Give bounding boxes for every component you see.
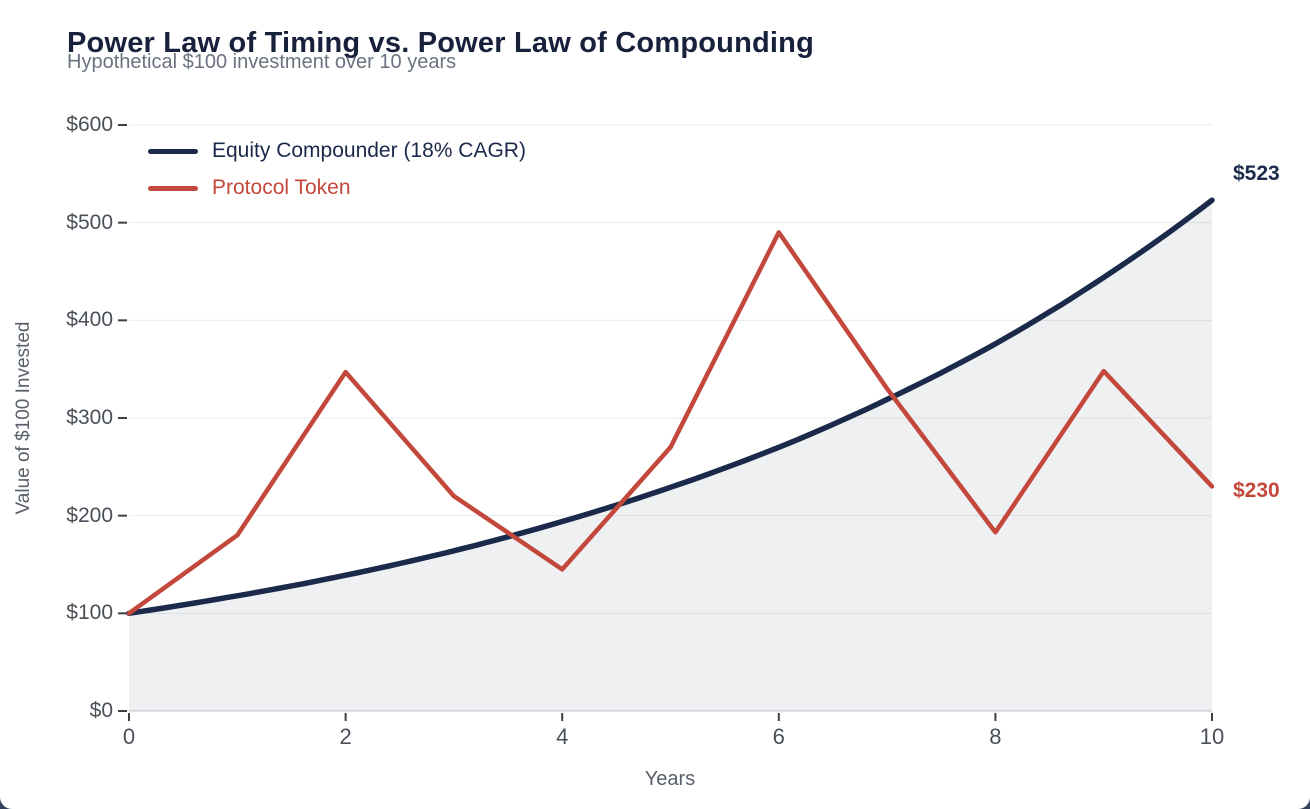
x-tick-label: 10 — [1199, 724, 1225, 749]
chart-subtitle: Hypothetical $100 investment over 10 yea… — [67, 51, 457, 73]
legend: Equity Compounder (18% CAGR) Protocol Tok… — [148, 136, 526, 203]
x-tick-label: 0 — [122, 724, 136, 749]
y-tick-label: $300 — [66, 406, 113, 429]
legend-item: Equity Compounder (18% CAGR) — [148, 136, 526, 166]
series-end-value-label: $230 — [1233, 479, 1280, 502]
equity-line — [126, 197, 1215, 617]
token-line — [126, 230, 1215, 616]
legend-line-swatch — [148, 148, 198, 154]
y-tick-label: $0 — [89, 699, 113, 722]
y-tick-label: $200 — [66, 503, 113, 527]
legend-label: Protocol Token — [212, 176, 351, 199]
series-end-value-label: $523 — [1233, 162, 1280, 185]
y-tick-label: $400 — [66, 308, 113, 332]
x-tick-label: 4 — [556, 724, 569, 749]
x-tick-label: 6 — [772, 724, 785, 749]
legend-line-swatch — [148, 185, 198, 191]
x-axis-label: Years — [644, 768, 696, 790]
x-tick-label: 2 — [339, 724, 352, 749]
y-tick-label: $500 — [66, 210, 113, 234]
chart-title: Power Law of Timing vs. Power Law of Com… — [67, 27, 814, 60]
y-tick-label: $100 — [66, 601, 113, 625]
equity-area-fill — [129, 200, 1212, 711]
legend-item: Protocol Token — [148, 173, 526, 203]
y-tick-label: $600 — [66, 113, 113, 136]
x-tick-label: 8 — [989, 724, 1002, 749]
legend-label: Equity Compounder (18% CAGR) — [212, 139, 526, 162]
